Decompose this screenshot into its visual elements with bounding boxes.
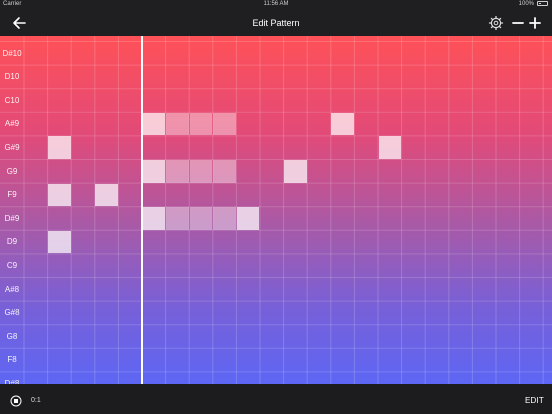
note-row-label: D9 [6,237,18,247]
stop-button[interactable] [10,394,22,407]
gear-icon [488,15,504,31]
note-cell[interactable] [166,207,189,230]
back-arrow-icon [13,17,26,29]
note-cell[interactable] [142,207,166,230]
note-row-label: G#9 [4,142,20,152]
edit-button[interactable]: EDIT [524,396,544,405]
note-cell[interactable] [48,230,71,254]
playback-position: 0:1 [31,397,41,404]
note-cell[interactable] [189,112,213,136]
note-row-label: A#9 [4,119,20,129]
note-cell[interactable] [189,207,213,230]
note-cell[interactable] [142,112,166,136]
zoom-in-button[interactable] [528,15,542,31]
settings-button[interactable] [488,15,504,31]
bottom-toolbar: 0:1 EDIT [0,384,552,414]
note-cell[interactable] [142,160,166,183]
stop-circle-icon [10,395,22,407]
zoom-out-button[interactable] [511,15,525,31]
note-row-label: G#8 [4,308,20,318]
note-cell[interactable] [213,112,236,136]
note-cell[interactable] [166,112,189,136]
note-row-label: D#10 [2,48,22,58]
status-bar: Carrier 11:56 AM 100% [0,0,552,10]
note-row-label: D#8 [4,378,20,384]
note-cell[interactable] [213,160,236,183]
note-cell[interactable] [378,136,402,159]
note-cell[interactable] [189,160,213,183]
back-button[interactable] [10,15,28,31]
piano-roll-grid[interactable]: D#10 D10 C10 A#9 G#9 G9 F9 D#9 D9 C9 A#8 G#8 G8 F8 D#8 [0,36,552,384]
carrier-label: Carrier [3,1,22,7]
note-row-label: C10 [4,95,20,105]
playhead[interactable] [141,36,143,384]
note-row-label: D#9 [4,213,20,223]
note-cell[interactable] [284,160,307,183]
note-row-label: D10 [4,72,20,82]
note-cell[interactable] [213,207,236,230]
note-cell[interactable] [166,160,189,183]
note-row-label: C9 [6,260,18,270]
page-title: Edit Pattern [252,18,300,28]
plus-icon [529,17,541,29]
note-row-label: A#8 [4,284,20,294]
note-cell[interactable] [48,183,71,207]
note-row-label: G8 [6,331,18,341]
nav-bar: Edit Pattern [0,10,552,36]
note-cell[interactable] [95,183,118,207]
note-cell[interactable] [236,207,260,230]
note-cell[interactable] [331,112,354,136]
note-row-label: F9 [7,190,17,200]
minus-icon [512,22,524,24]
battery-icon [537,1,548,6]
note-cell[interactable] [48,136,71,159]
grid-lines [0,36,552,384]
status-time: 11:56 AM [263,1,289,7]
note-row-label: G9 [6,166,18,176]
note-row-label: F8 [7,355,17,365]
battery-percent: 100% [518,1,534,7]
